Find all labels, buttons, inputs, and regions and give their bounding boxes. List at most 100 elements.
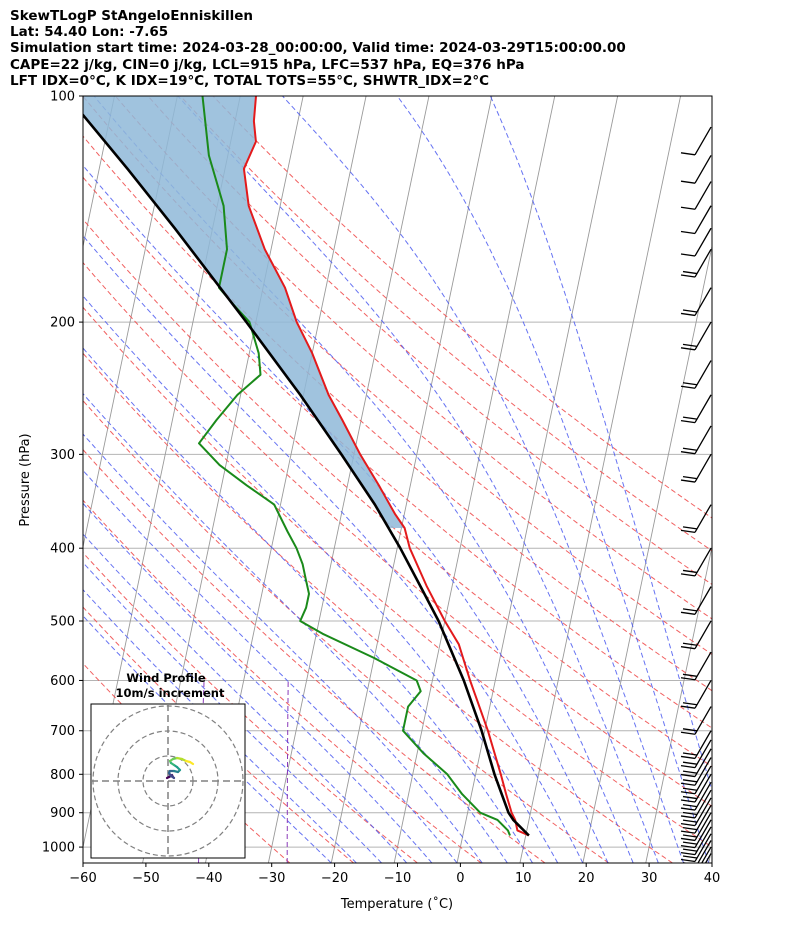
wind-barb-flag [682,834,698,838]
wind-barb-flag [682,642,698,646]
dry-adiabat-line [83,499,482,863]
dry-adiabat-line [83,448,546,863]
simulation-times: Simulation start time: 2024-03-28_00:00:… [10,40,626,57]
cape-shading [83,96,405,528]
wind-barb-flag [680,385,696,389]
wind-barb-flag [682,787,698,791]
dry-adiabat-line [83,306,712,848]
wind-barb-flag [682,795,698,800]
wind-barb-flag [682,752,698,756]
x-tick-label: −60 [69,871,96,886]
dry-adiabat-line [83,135,712,692]
wind-barb-staff [694,126,712,156]
wind-barb-flag [682,416,698,420]
wind-barb-flag [680,312,696,317]
isotherm-line [582,244,712,863]
y-tick-label: 600 [50,674,75,689]
wind-barb-flag [680,851,696,856]
wind-barb-flag [680,837,696,842]
y-tick-label: 300 [50,448,75,463]
inset-title: Wind Profile [126,671,206,685]
wind-barb-staff [694,651,712,681]
x-tick-label: 40 [704,871,721,886]
wind-barb-flag [682,848,698,852]
wind-barb-flag [680,451,696,455]
wind-barb-flag [680,274,696,278]
moist-adiabat-line [83,347,533,863]
wind-barb-flag [682,803,698,808]
wind-barb-staff [694,586,712,615]
wind-barb-staff [694,789,712,819]
wind-barb-staff [694,819,712,848]
moist-adiabat-line [177,96,659,863]
wind-barb-staff [694,765,712,795]
isotherm-line [519,96,682,863]
wind-barb-staff [704,853,712,863]
wind-barb-flag [682,728,698,732]
wind-barb-flag [680,807,696,811]
dry-adiabat-line [83,352,673,863]
wind-barb-flag [682,826,698,831]
wind-barb-flag [682,382,698,386]
moist-adiabat-line [83,615,332,863]
wind-barb-flag [682,761,698,765]
wind-barb-flag [680,858,696,863]
y-tick-label: 700 [50,724,75,739]
dry-adiabat-line [180,96,712,552]
y-tick-label: 500 [50,614,75,629]
moist-adiabat-line [83,295,559,863]
hodograph [91,704,245,858]
wind-barb-staff [694,454,712,483]
hodograph-segment [188,760,195,766]
wind-barb-flag [682,819,698,823]
x-tick-label: −30 [258,871,285,886]
wind-barb-staff [694,547,712,577]
y-tick-label: 1000 [42,841,75,856]
moist-adiabat-line [93,96,634,863]
wind-barb-staff [694,797,712,826]
wind-barb-staff [694,739,712,768]
parcel-path-line [83,112,530,837]
wind-barb-flag [680,206,696,210]
wind-barb-flag [682,475,698,480]
x-tick-label: −10 [384,871,411,886]
wind-barb-flag [680,419,696,424]
stability-parameters: CAPE=22 j/kg, CIN=0 j/kg, LCL=915 hPa, L… [10,56,525,73]
x-axis-ticks: −60 −50 −40 −30 −20 −10 0 10 20 30 40 [69,863,720,886]
wind-barb-flag [680,822,696,827]
wind-barb-flag [682,608,698,612]
dry-adiabat-line [83,218,712,768]
wind-barb-staff [694,360,712,389]
wind-barb-staff [694,706,712,735]
wind-barb-flag [682,447,698,451]
wind-barb-flag [680,253,696,257]
y-axis-label: Pressure (hPa) [18,433,33,526]
y-tick-label: 800 [50,768,75,783]
wind-barb-flag [680,479,696,483]
chart-header: SkewTLogP StAngeloEnniskillen Lat: 54.40… [10,8,626,89]
wind-barb-staff [694,248,712,278]
wind-barb-staff [694,748,712,777]
wind-barb-flag [682,569,698,574]
wind-barb-staff [694,287,712,316]
moist-adiabat-line [83,164,609,863]
wind-barb-staff [694,805,712,834]
wind-barb-flag [680,677,696,681]
wind-barb-flag [680,755,696,760]
wind-profile-inset: Wind Profile 10m/s increment [90,671,246,859]
dry-adiabat-line [83,662,291,863]
wind-barb-flag [680,731,696,735]
isotherm-line [330,96,493,863]
wind-barb-flag [680,646,696,650]
moist-adiabat-line [489,96,712,792]
wind-barb-flag [682,855,698,859]
wind-barb-flag [682,309,698,313]
dry-adiabat-line [83,606,354,863]
isotherm-line [456,96,619,863]
wind-barb-staff [694,321,712,351]
wind-barb-staff [694,680,712,709]
cape-area [83,96,405,528]
y-tick-label: 100 [50,90,75,105]
moist-adiabat-line [83,502,433,863]
moist-adiabat-line [83,533,408,863]
